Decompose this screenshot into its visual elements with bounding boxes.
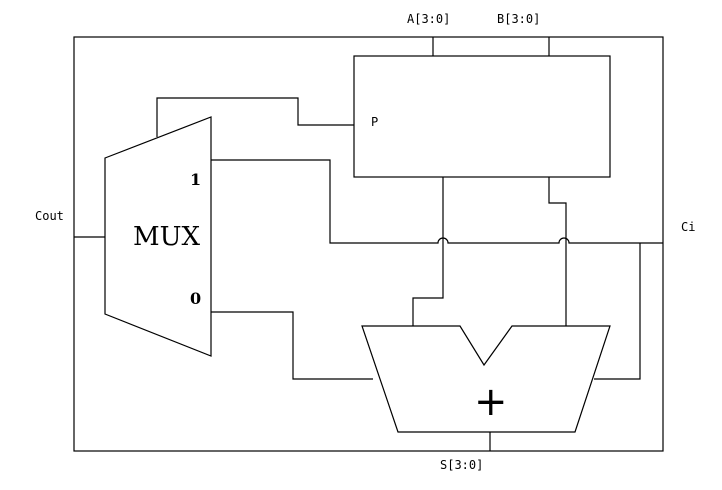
wire-ci-to-adder	[594, 243, 641, 380]
label-a: A[3:0]	[407, 12, 450, 26]
label-mux-in0: 0	[190, 289, 201, 308]
adder-block	[361, 325, 611, 433]
label-plus: +	[474, 379, 508, 425]
label-mux-in1: 1	[190, 170, 201, 189]
outer-boundary	[73, 36, 664, 452]
label-cout: Cout	[35, 209, 64, 223]
label-s: S[3:0]	[440, 458, 483, 472]
label-mux: MUX	[133, 222, 201, 252]
p-block	[353, 55, 611, 178]
label-b: B[3:0]	[497, 12, 540, 26]
wire-p-to-adder-left	[412, 177, 444, 326]
label-p: P	[371, 115, 378, 129]
wire-carry-line	[211, 159, 663, 244]
wire-adder-to-mux0	[211, 311, 373, 380]
wire-p-to-adder-right	[548, 177, 567, 326]
mux-block	[104, 116, 212, 357]
label-ci: Ci	[681, 220, 695, 234]
wire-mux-select	[156, 97, 354, 137]
